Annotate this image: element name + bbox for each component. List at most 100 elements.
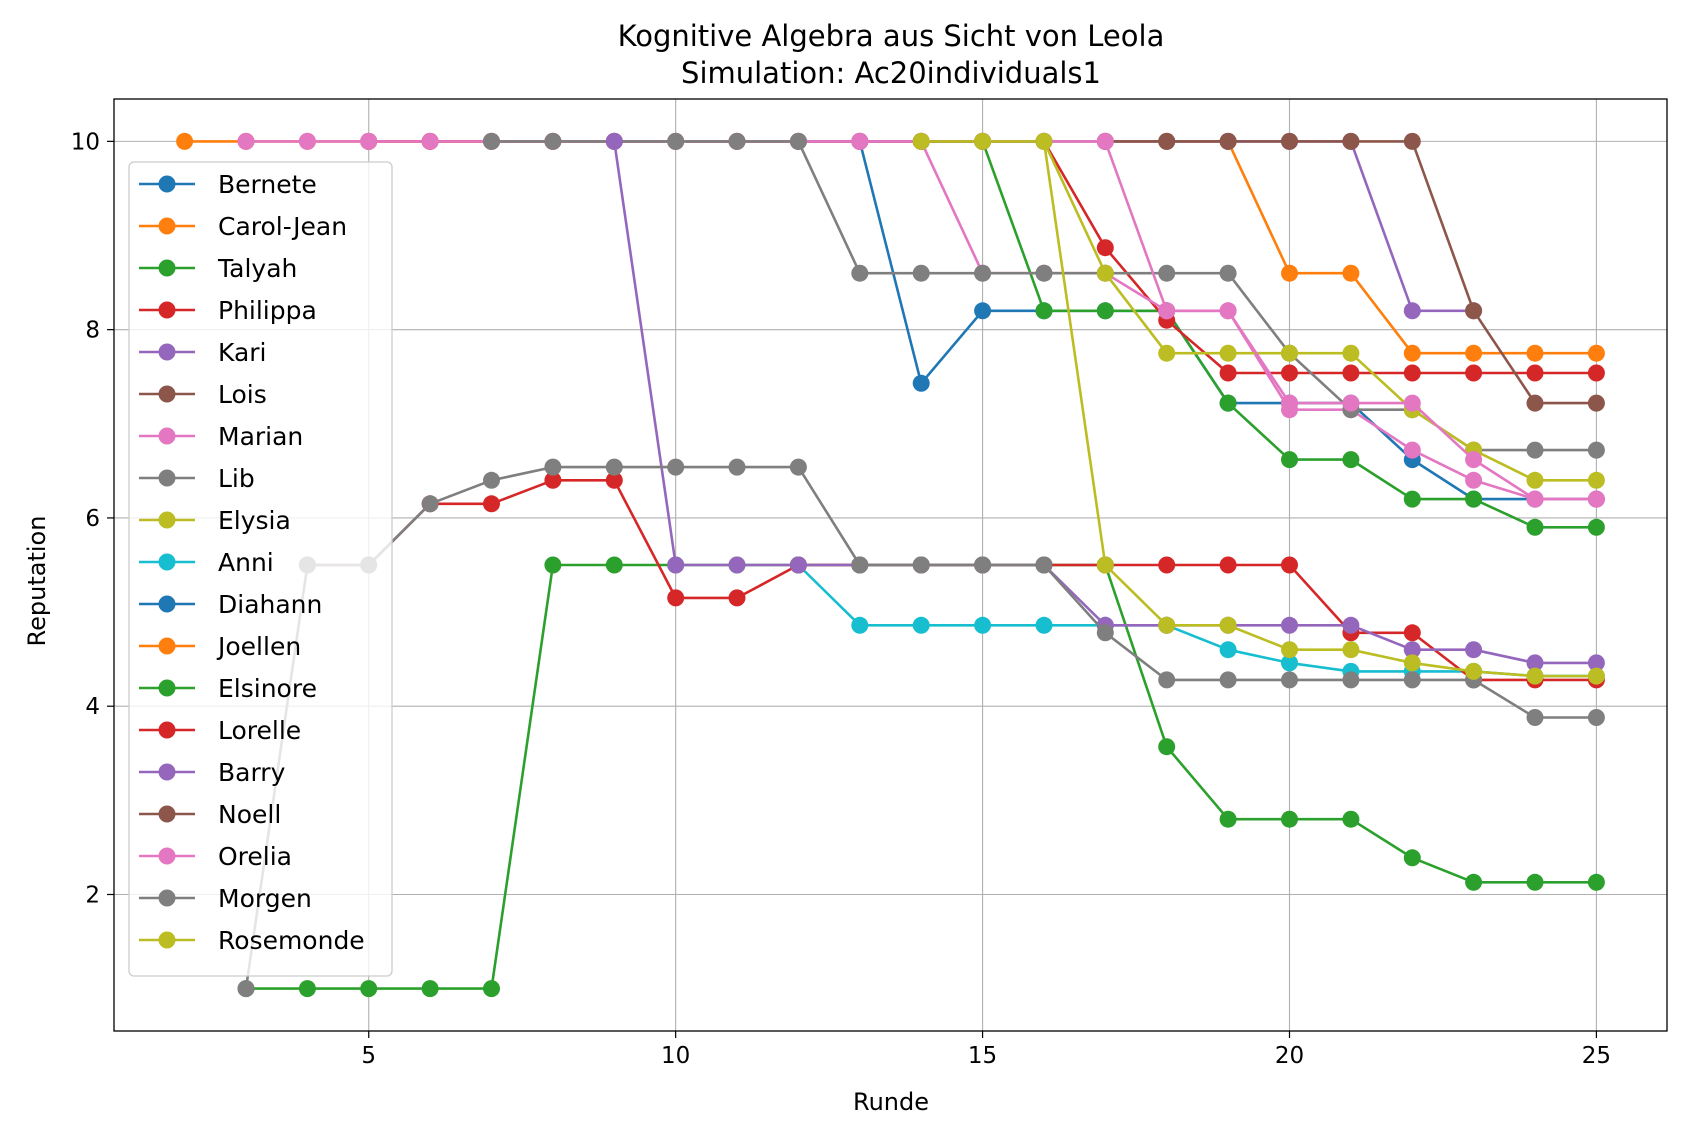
data-point xyxy=(1465,641,1483,659)
legend-swatch-marker xyxy=(158,847,176,865)
legend-item: Elysia xyxy=(139,506,291,535)
data-point xyxy=(1403,641,1421,659)
data-point xyxy=(912,616,930,634)
data-point xyxy=(1281,556,1298,574)
data-point xyxy=(1096,556,1114,574)
data-point xyxy=(728,132,746,150)
data-point xyxy=(1219,556,1237,574)
data-point xyxy=(851,132,869,150)
x-tick-label: 10 xyxy=(661,1043,690,1069)
legend-label: Philippa xyxy=(218,296,317,325)
data-point xyxy=(1526,654,1544,672)
series-group xyxy=(176,132,1605,998)
chart-title: Kognitive Algebra aus Sicht von Leola xyxy=(618,19,1165,53)
data-point xyxy=(421,132,439,150)
data-point xyxy=(298,132,316,150)
legend-item: Lorelle xyxy=(139,716,301,745)
data-point xyxy=(1281,616,1298,634)
data-point xyxy=(1281,364,1298,382)
data-point xyxy=(1403,364,1421,382)
legend-swatch-marker xyxy=(158,469,176,487)
data-point xyxy=(1526,394,1544,412)
data-point xyxy=(421,495,439,513)
data-point xyxy=(1096,264,1114,282)
y-axis-label: Reputation xyxy=(23,516,51,647)
data-point xyxy=(1587,344,1605,362)
series-line xyxy=(921,140,1597,529)
data-point xyxy=(544,458,562,476)
data-point xyxy=(1587,364,1605,382)
data-point xyxy=(1403,394,1421,412)
legend-label: Lib xyxy=(218,464,255,493)
data-point xyxy=(1281,654,1298,672)
data-point xyxy=(1158,302,1176,320)
data-point xyxy=(1587,709,1605,726)
data-point xyxy=(728,458,746,476)
legend: Bernete Carol-Jean Talyah Philippa Kari Lois M… xyxy=(128,161,393,977)
legend-item: Noell xyxy=(139,800,281,829)
data-point xyxy=(1281,132,1298,150)
legend-label: Rosemonde xyxy=(218,926,365,955)
data-point xyxy=(1281,451,1298,469)
legend-item: Kari xyxy=(139,338,267,367)
legend-label: Talyah xyxy=(217,254,297,283)
y-tick-label: 6 xyxy=(85,506,100,532)
data-point xyxy=(1281,641,1298,659)
data-point xyxy=(667,589,685,607)
y-tick-label: 4 xyxy=(85,694,100,720)
legend-item: Joellen xyxy=(139,632,301,661)
data-point xyxy=(1526,667,1544,685)
data-point xyxy=(483,132,500,150)
chart-subtitle: Simulation: Ac20individuals1 xyxy=(681,56,1101,90)
data-point xyxy=(1342,364,1360,382)
legend-label: Carol-Jean xyxy=(218,212,347,241)
legend-swatch-marker xyxy=(158,553,176,571)
legend-swatch-marker xyxy=(158,721,176,739)
data-point xyxy=(1403,132,1421,150)
x-tick-label: 5 xyxy=(361,1043,376,1069)
data-point xyxy=(1587,873,1605,891)
data-point xyxy=(912,374,930,392)
data-point xyxy=(1403,671,1421,689)
legend-label: Barry xyxy=(218,758,286,787)
data-point xyxy=(1465,471,1483,489)
legend-swatch-marker xyxy=(158,763,176,781)
data-point xyxy=(1526,709,1544,726)
data-point xyxy=(1342,132,1360,150)
legend-label: Diahann xyxy=(218,590,322,619)
data-point xyxy=(1219,302,1237,320)
data-point xyxy=(1342,810,1360,828)
data-point xyxy=(1587,654,1605,672)
data-point xyxy=(1035,302,1053,320)
legend-label: Lorelle xyxy=(218,716,301,745)
data-point xyxy=(605,471,623,489)
data-point xyxy=(912,132,930,150)
series-line xyxy=(1044,140,1597,501)
legend-item: Philippa xyxy=(139,296,317,325)
legend-swatch-marker xyxy=(158,595,176,613)
legend-label: Lois xyxy=(218,380,267,409)
data-point xyxy=(1403,490,1421,508)
x-tick-label: 20 xyxy=(1275,1043,1304,1069)
data-point xyxy=(1035,264,1053,282)
data-point xyxy=(544,471,562,489)
data-point xyxy=(1526,471,1544,489)
legend-item: Elsinore xyxy=(139,674,317,703)
data-point xyxy=(1526,518,1544,536)
data-point xyxy=(1587,667,1605,685)
axis-ticks: 5 10 15 20 25 2 4 6 8 10 xyxy=(71,129,1611,1069)
data-point xyxy=(1158,616,1176,634)
legend-item: Lois xyxy=(139,380,267,409)
legend-swatch-marker xyxy=(158,931,176,949)
legend-item: Morgen xyxy=(139,884,312,913)
legend-swatch-marker xyxy=(158,259,176,277)
data-point xyxy=(421,980,439,998)
legend-item: Rosemonde xyxy=(139,926,365,955)
legend-label: Elysia xyxy=(218,506,291,535)
data-point xyxy=(851,264,869,282)
data-point xyxy=(360,980,378,998)
legend-swatch-marker xyxy=(158,427,176,445)
data-point xyxy=(912,264,930,282)
